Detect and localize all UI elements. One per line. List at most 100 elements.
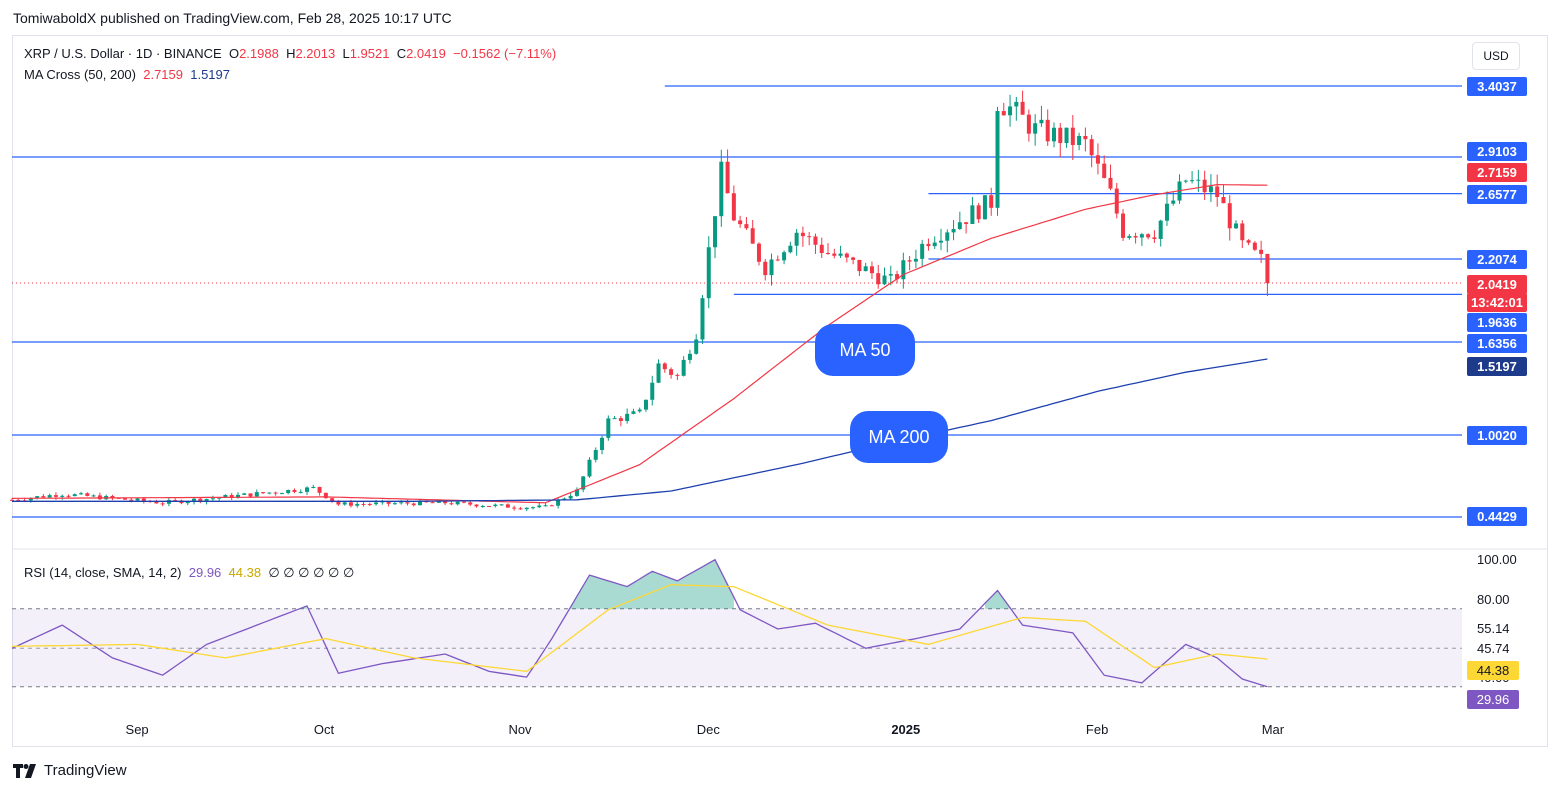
candle-body: [279, 493, 284, 495]
candle-body: [1039, 119, 1044, 124]
rsi-tick: 80.00: [1477, 592, 1510, 607]
candle-body: [675, 374, 680, 376]
candle-body: [449, 503, 454, 505]
candle-body: [235, 494, 240, 498]
candle-body: [79, 493, 84, 495]
candle-body: [418, 500, 423, 506]
candle-body: [562, 498, 567, 500]
change-value: −0.1562 (−7.11%): [453, 46, 557, 61]
candle-body: [982, 195, 987, 220]
ma-cross-title[interactable]: MA Cross (50, 200): [24, 67, 136, 82]
candle-body: [1139, 234, 1144, 238]
month-label: 2025: [891, 722, 921, 737]
candle-body: [1001, 111, 1006, 116]
candle-body: [229, 495, 234, 498]
price-label: 1.6356: [1467, 333, 1527, 353]
candle-body: [204, 498, 209, 502]
candle-body: [141, 498, 146, 502]
candle-body: [135, 498, 140, 501]
candle-body: [1127, 236, 1132, 238]
symbol-header: XRP / U.S. Dollar · 1D · BINANCE O2.1988…: [24, 46, 556, 61]
candle-body: [694, 339, 699, 354]
candle-body: [411, 503, 416, 506]
candle-body: [1108, 177, 1113, 189]
candle-body: [1077, 135, 1082, 146]
candle-body: [505, 504, 510, 508]
candle-body: [1020, 101, 1025, 115]
price-label: 2.2074: [1467, 249, 1527, 269]
candle-body: [593, 450, 598, 460]
candle-body: [1014, 101, 1019, 107]
candle-body: [625, 413, 630, 421]
candle-body: [800, 232, 805, 237]
candle-body: [901, 260, 906, 280]
candle-body: [480, 506, 485, 508]
rsi-sma-label: 44.38: [1467, 660, 1519, 680]
candle-body: [1026, 114, 1031, 134]
candle-body: [687, 353, 692, 360]
candle-body: [1259, 249, 1264, 254]
candle-body: [945, 232, 950, 241]
tradingview-brand[interactable]: TradingView: [13, 762, 127, 779]
candle-body: [254, 492, 259, 497]
candle-body: [330, 498, 335, 502]
candle-body: [386, 501, 391, 504]
candle-body: [298, 491, 303, 493]
candle-body: [1227, 203, 1232, 229]
candle-body: [1133, 236, 1138, 238]
candle-body: [53, 495, 58, 497]
ma200-value: 1.5197: [190, 67, 230, 82]
candle-body: [581, 476, 586, 490]
candle-body: [267, 492, 272, 494]
candle-body: [348, 502, 353, 506]
candle-body: [1114, 188, 1119, 214]
candle-body: [154, 501, 159, 504]
candle-body: [317, 486, 322, 493]
symbol-title[interactable]: XRP / U.S. Dollar · 1D · BINANCE: [24, 46, 222, 61]
candle-body: [41, 496, 46, 498]
candle-body: [1051, 127, 1056, 142]
price-label: 1.5197: [1467, 356, 1527, 376]
candle-body: [807, 236, 812, 238]
candle-body: [700, 298, 705, 340]
candle-body: [1152, 237, 1157, 239]
low-value: 1.9521: [349, 46, 390, 61]
high-value: 2.2013: [295, 46, 336, 61]
candle-body: [173, 500, 178, 502]
candle-body: [1196, 179, 1201, 181]
rsi-tick: 55.14: [1477, 621, 1510, 636]
rsi-overbought-fill: [984, 590, 1011, 609]
candle-body: [1171, 200, 1176, 204]
candle-body: [763, 261, 768, 276]
candle-body: [838, 253, 843, 256]
candle-body: [122, 498, 127, 500]
candle-body: [493, 504, 498, 507]
price-label: 13:42:01: [1467, 292, 1527, 312]
candle-body: [286, 489, 291, 494]
candle-body: [606, 418, 611, 438]
price-label: 0.4429: [1467, 506, 1527, 526]
candle-body: [110, 495, 115, 498]
ma50-annotation: MA 50: [815, 324, 915, 376]
candle-body: [499, 504, 504, 506]
currency-button[interactable]: USD: [1472, 42, 1520, 70]
candle-body: [1246, 240, 1251, 243]
candle-body: [361, 503, 366, 505]
candle-body: [826, 252, 831, 254]
candle-body: [631, 411, 636, 414]
candle-body: [857, 259, 862, 272]
rsi-sma-value: 44.38: [228, 565, 262, 580]
candle-body: [1164, 203, 1169, 221]
month-label: Oct: [313, 722, 335, 737]
candle-body: [392, 503, 397, 505]
rsi-title[interactable]: RSI (14, close, SMA, 14, 2): [24, 565, 182, 580]
rsi-value-label: 29.96: [1467, 689, 1519, 709]
rsi-sma-line: [11, 584, 1268, 673]
candle-body: [556, 499, 561, 506]
candles: [10, 90, 1270, 512]
candle-body: [863, 266, 868, 272]
candle-body: [436, 500, 441, 503]
candle-body: [731, 193, 736, 221]
candle-body: [612, 418, 617, 420]
